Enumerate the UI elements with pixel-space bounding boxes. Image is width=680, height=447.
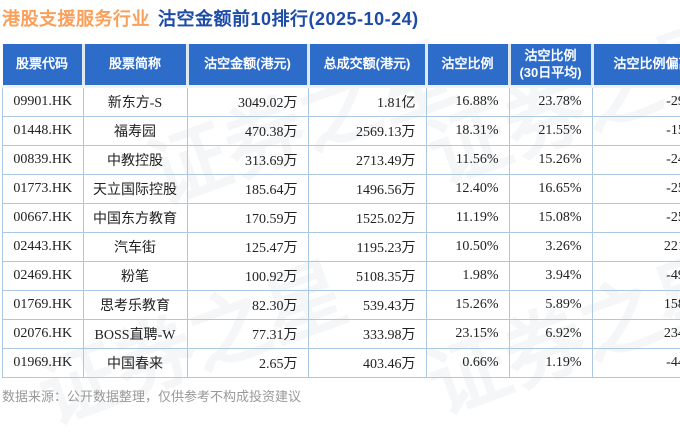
data-source-note: 数据来源：公开数据整理，仅供参考不构成投资建议 <box>2 386 301 405</box>
table-cell: 313.69万 <box>187 146 308 175</box>
table-cell: 15.26% <box>426 291 509 320</box>
stock-code: 01448.HK <box>3 117 84 146</box>
table-cell: 77.31万 <box>187 320 308 349</box>
table-cell: 3.26% <box>509 233 592 262</box>
table-cell: 0.66% <box>426 349 509 378</box>
stock-name: 汽车街 <box>83 233 187 262</box>
table-cell: -49.80% <box>592 262 680 291</box>
table-cell: 6.92% <box>509 320 592 349</box>
stock-name: 天立国际控股 <box>83 175 187 204</box>
column-header: 沽空比例 <box>426 44 509 87</box>
table-cell: 15.08% <box>509 204 592 233</box>
table-cell: 2.65万 <box>187 349 308 378</box>
stock-code: 01769.HK <box>3 291 84 320</box>
table-cell: 170.59万 <box>187 204 308 233</box>
stock-name: 中国春来 <box>83 349 187 378</box>
table-cell: 125.47万 <box>187 233 308 262</box>
table-cell: 539.43万 <box>308 291 426 320</box>
table-cell: 10.50% <box>426 233 509 262</box>
stock-name: BOSS直聘-W <box>83 320 187 349</box>
stock-name: 福寿园 <box>83 117 187 146</box>
table-cell: 333.98万 <box>308 320 426 349</box>
table-cell: 234.62% <box>592 320 680 349</box>
table-cell: 100.92万 <box>187 262 308 291</box>
stock-name: 粉笔 <box>83 262 187 291</box>
table-cell: 16.65% <box>509 175 592 204</box>
table-cell: 3049.02万 <box>187 87 308 117</box>
table-cell: 1.19% <box>509 349 592 378</box>
table-cell: -25.52% <box>592 175 680 204</box>
table-cell: 82.30万 <box>187 291 308 320</box>
title-industry: 港股支援服务行业 <box>2 9 150 29</box>
stock-code: 01773.HK <box>3 175 84 204</box>
column-header: 沽空金额(港元) <box>187 44 308 87</box>
table-cell: 1.98% <box>426 262 509 291</box>
table-cell: 1525.02万 <box>308 204 426 233</box>
stock-code: 02076.HK <box>3 320 84 349</box>
table-cell: 18.31% <box>426 117 509 146</box>
column-header: 股票代码 <box>3 44 84 87</box>
table-cell: 15.26% <box>509 146 592 175</box>
table-header-row: 股票代码股票简称沽空金额(港元)总成交额(港元)沽空比例沽空比例 (30日平均)… <box>3 44 680 87</box>
table-cell: -29.01% <box>592 87 680 117</box>
table-cell: 1195.23万 <box>308 233 426 262</box>
stock-code: 09901.HK <box>3 87 84 117</box>
stock-name: 中国东方教育 <box>83 204 187 233</box>
stock-code: 02443.HK <box>3 233 84 262</box>
table-cell: 11.56% <box>426 146 509 175</box>
short-selling-table: 股票代码股票简称沽空金额(港元)总成交额(港元)沽空比例沽空比例 (30日平均)… <box>2 44 680 378</box>
column-header: 总成交额(港元) <box>308 44 426 87</box>
table-cell: 23.78% <box>509 87 592 117</box>
table-cell: 16.88% <box>426 87 509 117</box>
table-cell: 2713.49万 <box>308 146 426 175</box>
stock-code: 01969.HK <box>3 349 84 378</box>
table-cell: 1496.56万 <box>308 175 426 204</box>
column-header: 股票简称 <box>83 44 187 87</box>
table-cell: 185.64万 <box>187 175 308 204</box>
table-cell: 5.89% <box>509 291 592 320</box>
table-cell: 23.15% <box>426 320 509 349</box>
table-row: 01969.HK中国春来2.65万403.46万0.66%1.19%-44.52… <box>3 349 680 378</box>
stock-code: 02469.HK <box>3 262 84 291</box>
table-cell: 3.94% <box>509 262 592 291</box>
table-cell: -24.25% <box>592 146 680 175</box>
table-cell: 1.81亿 <box>308 87 426 117</box>
stock-code: 00839.HK <box>3 146 84 175</box>
table-row: 01769.HK思考乐教育82.30万539.43万15.26%5.89%158… <box>3 291 680 320</box>
stock-name: 思考乐教育 <box>83 291 187 320</box>
table-cell: 21.55% <box>509 117 592 146</box>
page-title: 港股支援服务行业沽空金额前10排行(2025-10-24) <box>2 5 419 31</box>
table-cell: 5108.35万 <box>308 262 426 291</box>
table-cell: -44.52% <box>592 349 680 378</box>
table-row: 02469.HK粉笔100.92万5108.35万1.98%3.94%-49.8… <box>3 262 680 291</box>
title-ranking: 沽空金额前10排行(2025-10-24) <box>158 9 419 29</box>
table-cell: 12.40% <box>426 175 509 204</box>
stock-code: 00667.HK <box>3 204 84 233</box>
column-header: 沽空比例偏离度 <box>592 44 680 87</box>
table-cell: 470.38万 <box>187 117 308 146</box>
table-cell: 403.46万 <box>308 349 426 378</box>
table-row: 02443.HK汽车街125.47万1195.23万10.50%3.26%221… <box>3 233 680 262</box>
stock-name: 新东方-S <box>83 87 187 117</box>
table-cell: 221.63% <box>592 233 680 262</box>
column-header: 沽空比例 (30日平均) <box>509 44 592 87</box>
table-cell: 11.19% <box>426 204 509 233</box>
table-cell: -25.80% <box>592 204 680 233</box>
table-cell: -15.02% <box>592 117 680 146</box>
table-cell: 158.88% <box>592 291 680 320</box>
table-cell: 2569.13万 <box>308 117 426 146</box>
stock-name: 中教控股 <box>83 146 187 175</box>
